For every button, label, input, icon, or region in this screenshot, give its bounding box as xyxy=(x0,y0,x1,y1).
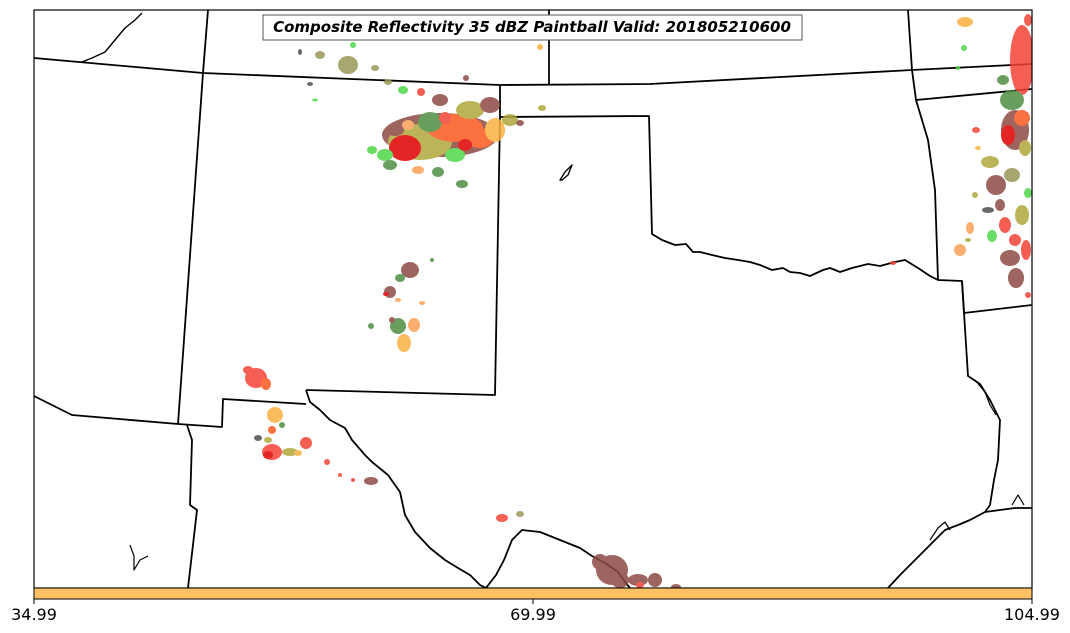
state-boundaries xyxy=(34,10,1032,588)
blob-cluster-south-texas xyxy=(496,511,681,588)
boundary-nm-tx xyxy=(305,85,501,396)
boundary-la-coast xyxy=(984,507,1032,513)
boundary-north-line xyxy=(34,57,1032,86)
blob-cluster-main xyxy=(367,94,546,188)
lake-reservoir xyxy=(559,164,573,181)
colorbar-tick-label-middle: 69.99 xyxy=(510,605,556,624)
blob-cluster-new-mexico xyxy=(368,258,434,352)
reflectivity-blobs xyxy=(243,14,1032,588)
colorbar-strip xyxy=(33,587,1033,600)
colorbar: 34.99 69.99 104.99 xyxy=(11,587,1060,624)
boundary-gulf-coast xyxy=(887,511,986,588)
boundary-ar xyxy=(915,99,939,281)
boundary-ok-panhandle xyxy=(499,115,1032,314)
boundary-tx-la xyxy=(961,280,1001,513)
map-title: Composite Reflectivity 35 dBZ Paintball … xyxy=(273,18,791,36)
lake-baja xyxy=(129,544,149,571)
boundary-az-nm-south xyxy=(186,424,198,588)
colorbar-tick-label-right: 104.99 xyxy=(1004,605,1060,624)
blob-cluster-east xyxy=(890,14,1032,298)
lake-texas-coast xyxy=(929,521,951,541)
blob-cluster-sw xyxy=(243,366,378,485)
lake-great-salt xyxy=(81,12,143,63)
lake-louisiana xyxy=(1011,494,1025,506)
map-area xyxy=(34,10,1032,588)
title-box: Composite Reflectivity 35 dBZ Paintball … xyxy=(262,14,803,41)
boundary-ut-co xyxy=(177,10,209,425)
lake-texas-east xyxy=(974,379,997,416)
colorbar-tick-label-left: 34.99 xyxy=(11,605,57,624)
boundary-az-north xyxy=(34,395,179,425)
boundary-az-nm xyxy=(177,398,307,428)
title-box-border xyxy=(262,14,803,41)
boundary-kansas-east xyxy=(907,10,1032,101)
boundary-tx-south xyxy=(305,389,487,588)
